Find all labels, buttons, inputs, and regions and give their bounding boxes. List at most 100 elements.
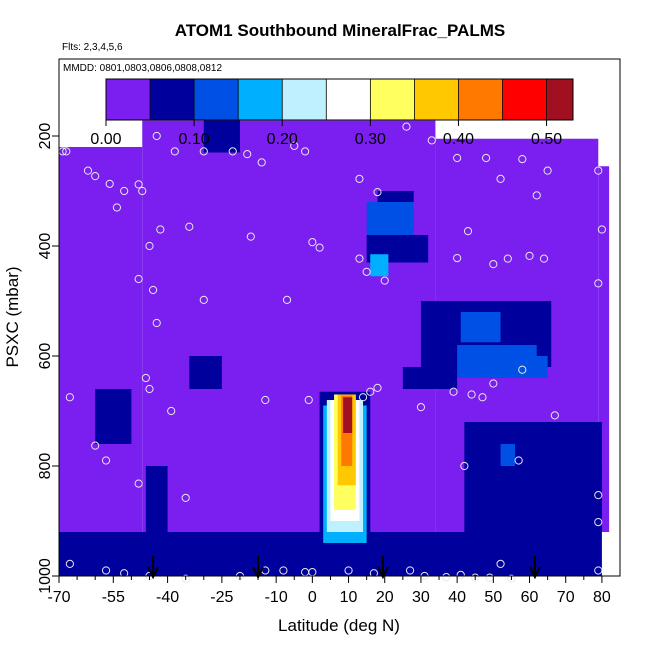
observation-point: [149, 285, 158, 295]
heatmap-cell: [377, 191, 414, 202]
flight-markers: [147, 556, 541, 580]
chart-title: ATOM1 Southbound MineralFrac_PALMS: [175, 21, 506, 40]
heatmap-cell: [145, 466, 168, 576]
observation-point: [134, 479, 143, 488]
observation-point: [594, 491, 603, 500]
observation-point: [112, 203, 122, 212]
observation-points: [58, 122, 607, 583]
observation-point: [525, 251, 534, 260]
colorbar-bin: [458, 79, 503, 120]
heatmap-cell: [203, 120, 240, 153]
observation-point: [228, 147, 237, 156]
x-tick-label: 60: [521, 589, 539, 606]
observation-point: [380, 276, 389, 285]
observation-point: [489, 379, 498, 388]
observation-point: [594, 279, 603, 288]
y-axis: 200 400 600 800 1000: [37, 123, 59, 594]
observation-point: [456, 570, 465, 580]
observation-point: [373, 383, 382, 392]
observation-point: [304, 395, 313, 405]
observation-point: [467, 390, 476, 399]
observation-point: [134, 180, 143, 189]
observation-point: [496, 174, 505, 183]
heatmap-cell: [95, 389, 132, 444]
observation-point: [405, 566, 415, 575]
dates-note: MMDD: 0801,0803,0806,0808,0812: [63, 63, 222, 74]
observation-point: [453, 254, 462, 263]
observation-point: [453, 153, 462, 163]
y-tick-label: 800: [37, 453, 54, 480]
observation-point: [257, 158, 266, 167]
observation-point: [369, 569, 378, 578]
x-tick-label: -55: [102, 589, 125, 606]
observation-point: [355, 174, 364, 183]
heatmap-domain-cell: [142, 120, 436, 576]
x-tick-label: 40: [448, 589, 466, 606]
observation-point: [373, 188, 382, 197]
observation-point: [594, 166, 603, 175]
observation-point: [156, 225, 165, 234]
flight-marker-arrow: [529, 556, 541, 580]
observation-point: [152, 318, 161, 328]
observation-point: [481, 153, 491, 163]
x-tick-label: -40: [156, 589, 179, 606]
heatmap-cell: [366, 202, 414, 235]
observation-point: [362, 267, 371, 276]
heatmap-cells: [59, 120, 610, 576]
observation-point: [152, 131, 161, 141]
colorbar-tick-label: 0.50: [531, 131, 562, 148]
observation-point: [261, 395, 270, 405]
observation-point: [460, 461, 469, 471]
observation-point: [62, 147, 71, 156]
heatmap-cell: [511, 356, 548, 378]
observation-point: [489, 260, 498, 269]
observation-point: [91, 441, 100, 450]
observation-point: [83, 166, 93, 175]
observation-point: [449, 387, 458, 396]
colorbar-bin: [238, 79, 283, 120]
observation-point: [145, 241, 154, 251]
observation-point: [91, 172, 100, 181]
colorbar-tick-label: 0.10: [179, 131, 210, 148]
observation-point: [199, 295, 208, 304]
colorbar-bin: [546, 79, 573, 120]
heatmap-cell: [370, 254, 389, 277]
colorbar-bin: [502, 79, 547, 120]
x-tick-label: 80: [593, 589, 611, 606]
observation-point: [181, 574, 190, 583]
x-tick-label: 50: [484, 589, 502, 606]
heatmap-cell: [343, 397, 353, 433]
observation-point: [366, 387, 375, 396]
colorbar-tick-label: 0.00: [90, 131, 121, 148]
observation-point: [308, 238, 317, 247]
observation-point: [199, 147, 208, 156]
x-tick-label: 10: [340, 589, 358, 606]
colorbar-tick-label: 0.30: [355, 131, 386, 148]
colorbar-tick-label: 0.40: [443, 131, 474, 148]
observation-point: [355, 254, 364, 263]
colorbar-tick-label: 0.20: [267, 131, 298, 148]
heatmap-cell: [189, 356, 222, 389]
heatmap-cell: [493, 466, 602, 521]
heatmap-cell: [460, 312, 501, 343]
observation-point: [315, 243, 324, 252]
observation-point: [496, 559, 505, 569]
observation-point: [134, 274, 143, 284]
y-tick-label: 400: [37, 233, 54, 260]
y-tick-label: 600: [37, 343, 54, 370]
colorbar: 0.00 0.10 0.20 0.30 0.40 0.50: [90, 78, 574, 148]
x-tick-label: -10: [265, 589, 288, 606]
observation-point: [427, 136, 436, 145]
observation-point: [358, 393, 368, 402]
x-tick-label: 70: [557, 589, 575, 606]
observation-point: [539, 254, 549, 263]
observation-point: [167, 406, 176, 416]
observation-point: [246, 232, 255, 241]
observation-point: [344, 566, 353, 575]
y-tick-label: 200: [37, 123, 54, 150]
observation-point: [594, 566, 603, 575]
observation-point: [301, 147, 310, 156]
observation-point: [290, 141, 299, 150]
colorbar-bin: [150, 79, 195, 120]
